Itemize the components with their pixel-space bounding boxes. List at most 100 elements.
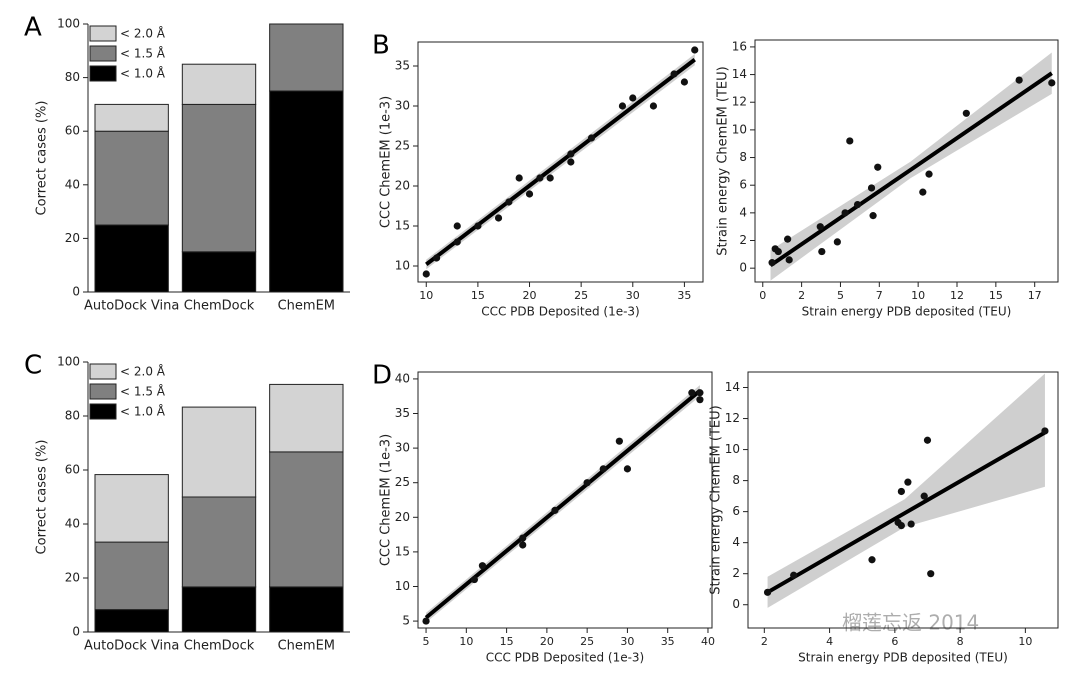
plot-frame [754,39,1059,283]
y-tick-label: 100 [57,355,80,369]
point [897,487,905,496]
watermark: 榴莲忘返 2014 [842,611,979,635]
y-tick-label: 40 [395,371,410,385]
x-tick-label: 8 [957,635,964,648]
legend-swatch [89,45,117,62]
x-tick-label: 40 [701,635,715,648]
y-tick-label: 6 [732,504,740,518]
x-tick-label: 0 [759,289,766,302]
fit-line [425,58,696,266]
y-tick-label: 10 [395,579,410,593]
point [688,389,696,397]
point [691,46,699,54]
y-axis-label: Correct cases (%) [35,101,50,216]
point [515,174,523,182]
bar-segment [94,541,169,611]
legend-swatch [89,383,117,400]
bar-segment [94,224,169,293]
point [649,102,658,110]
bar-segment [94,130,169,226]
legend-label: < 1.0 Å [120,66,166,81]
point [422,617,430,625]
point [583,479,591,487]
x-tick-label: ChemDock [184,299,255,314]
point [833,238,841,246]
bar-segment [94,474,169,543]
bar-segment [269,451,344,588]
y-tick-label: 25 [395,475,410,489]
y-tick-label: 35 [395,59,410,73]
bar-segment [181,496,257,588]
point [919,188,927,196]
point [453,238,461,246]
x-axis-label: Strain energy PDB deposited (TEU) [802,305,1012,319]
point [546,174,554,182]
point [536,174,544,182]
bar-segment [94,609,169,633]
y-tick-label: 25 [395,139,410,153]
y-tick-label: 40 [65,177,80,191]
point [785,256,793,264]
x-tick-label: ChemEM [278,299,335,314]
bar-segment [181,63,257,105]
point [422,270,430,278]
bar-segment [269,90,344,293]
legend-swatch [89,25,117,42]
panel-label: C [24,351,42,381]
plot-frame [417,371,713,629]
fit-line [424,389,702,620]
point [874,163,882,171]
point [841,209,849,217]
point [1048,79,1056,87]
x-tick-label: 20 [540,635,554,648]
y-tick-label: 80 [65,409,80,423]
legend-label: < 1.5 Å [120,46,166,61]
point [846,137,854,145]
y-axis-label: Correct cases (%) [35,440,50,555]
x-tick-label: 5 [837,289,844,302]
y-tick-label: 0 [72,625,80,639]
x-tick-label: 2 [798,289,805,302]
y-tick-label: 0 [739,261,747,275]
point [587,134,596,142]
point [470,575,478,584]
point [868,556,876,564]
x-tick-label: 20 [523,289,537,302]
bar-segment [269,586,344,633]
legend-label: < 1.5 Å [120,384,166,399]
point [768,259,776,267]
point [818,247,826,256]
point [505,198,513,206]
y-axis-label: CCC ChemEM (1e-3) [379,96,394,228]
bar-segment [94,103,169,132]
point [696,389,704,397]
point [923,436,932,444]
y-tick-label: 100 [57,17,80,31]
point [904,478,912,486]
fit-line [769,71,1053,268]
y-tick-label: 20 [65,231,80,245]
x-tick-label: 25 [580,635,594,648]
bar-segment [269,23,344,92]
point [907,520,915,528]
y-tick-label: 20 [65,571,80,585]
point [867,184,876,192]
y-axis-label: CCC ChemEM (1e-3) [379,434,394,566]
y-tick-label: 60 [65,124,80,138]
y-tick-label: 0 [732,597,740,611]
bar-segment [181,406,257,498]
point [525,190,534,198]
x-tick-label: 15 [500,635,514,648]
y-tick-label: 10 [395,259,410,273]
bar-segment [181,103,257,253]
point [816,223,824,231]
x-axis-label: Strain energy PDB deposited (TEU) [798,651,1008,665]
legend-label: < 1.0 Å [120,404,166,419]
y-tick-label: 8 [739,150,747,164]
y-tick-label: 30 [395,441,410,455]
x-tick-label: 17 [1028,289,1042,302]
y-tick-label: 30 [395,99,410,113]
y-tick-label: 6 [739,178,747,192]
y-tick-label: 10 [725,442,740,456]
